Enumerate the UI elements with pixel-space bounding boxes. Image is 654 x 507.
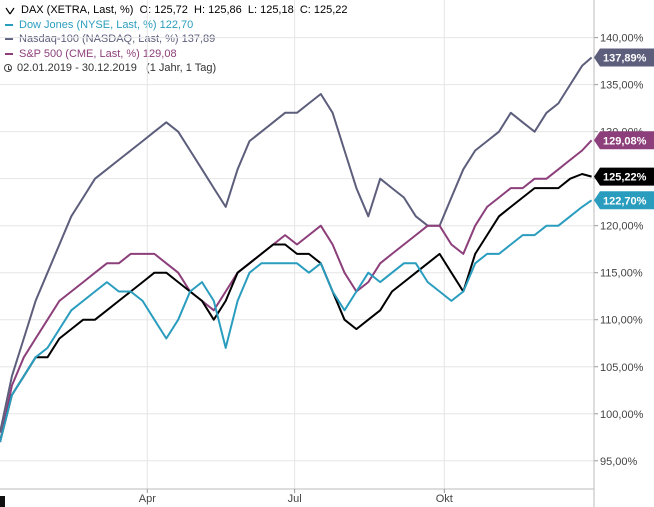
value-tag-label: 129,08%: [603, 135, 647, 147]
series-lines: [0, 56, 593, 443]
sp500-swatch-icon: [5, 52, 13, 55]
value-tag-bg: [594, 131, 654, 150]
y-axis: 95,00% 100,00% 105,00% 110,00% 115,00% 120,00…: [593, 0, 644, 507]
value-tag-bg: [594, 167, 654, 186]
value-tag-3: 122,70%: [594, 191, 654, 210]
dow-swatch-icon: [5, 23, 13, 26]
y-tick-label: 115,00%: [600, 268, 643, 280]
x-axis: Apr Jul Okt: [0, 488, 594, 505]
y-tick-label: 110,00%: [600, 315, 643, 327]
series-line-0: [0, 56, 593, 433]
legend-dow-name: Dow Jones (NYSE, Last, %): [19, 18, 157, 31]
value-tags: 137,89% 129,08% 125,22% 122,70%: [594, 48, 654, 210]
legend-period[interactable]: 02.01.2019 - 30.12.2019 (1 Jahr, 1 Tag): [4, 61, 348, 76]
legend-item-dow[interactable]: Dow Jones (NYSE, Last, %) 122,70: [4, 18, 348, 33]
value-tag-label: 122,70%: [603, 195, 647, 207]
legend-sp500-name: S&P 500 (CME, Last, %): [19, 47, 140, 60]
value-tag-label: 125,22%: [603, 172, 647, 184]
legend-dow-value: 122,70: [159, 18, 194, 31]
candlestick-icon: [5, 7, 15, 15]
scroll-handle[interactable]: [0, 496, 5, 507]
legend-dax-ohlc: O: 125,72 H: 125,86 L: 125,18 C: 125,22: [139, 4, 348, 16]
legend-sp500-value: 129,08: [142, 47, 177, 60]
grid: [0, 0, 594, 489]
x-tick-label: Apr: [139, 493, 156, 505]
x-tick-label: Okt: [436, 493, 453, 505]
value-tag-0: 137,89%: [594, 48, 654, 67]
y-tick-label: 95,00%: [600, 456, 638, 468]
legend-dax-name: DAX (XETRA, Last, %): [21, 4, 134, 16]
value-tag-bg: [594, 191, 654, 210]
y-tick-label: 135,00%: [600, 80, 644, 92]
legend-item-nasdaq[interactable]: Nasdaq-100 (NASDAQ, Last, %) 137,89: [4, 32, 348, 47]
series-line-2: [0, 173, 592, 443]
legend-nasdaq-name: Nasdaq-100 (NASDAQ, Last, %): [19, 33, 179, 45]
value-tag-1: 129,08%: [594, 131, 654, 150]
y-tick-label: 120,00%: [600, 221, 644, 233]
x-tick-label: Jul: [288, 493, 302, 505]
y-tick-label: 140,00%: [600, 33, 644, 45]
y-tick-label: 100,00%: [600, 409, 644, 421]
value-tag-label: 137,89%: [603, 52, 647, 64]
legend-nasdaq-value: 137,89: [181, 33, 216, 45]
period-text: 02.01.2019 - 30.12.2019 (1 Jahr, 1 Tag): [17, 62, 217, 74]
series-line-3: [0, 199, 593, 443]
value-tag-2: 125,22%: [594, 167, 654, 186]
series-line-1: [0, 139, 593, 443]
nasdaq-swatch-icon: [5, 38, 13, 41]
chart-legend: DAX (XETRA, Last, %) O: 125,72 H: 125,86…: [4, 3, 348, 76]
clock-icon: [4, 64, 12, 73]
y-tick-label: 105,00%: [600, 362, 644, 374]
legend-item-dax[interactable]: DAX (XETRA, Last, %) O: 125,72 H: 125,86…: [4, 3, 348, 18]
value-tag-bg: [594, 48, 654, 67]
legend-item-sp500[interactable]: S&P 500 (CME, Last, %) 129,08: [4, 47, 348, 62]
